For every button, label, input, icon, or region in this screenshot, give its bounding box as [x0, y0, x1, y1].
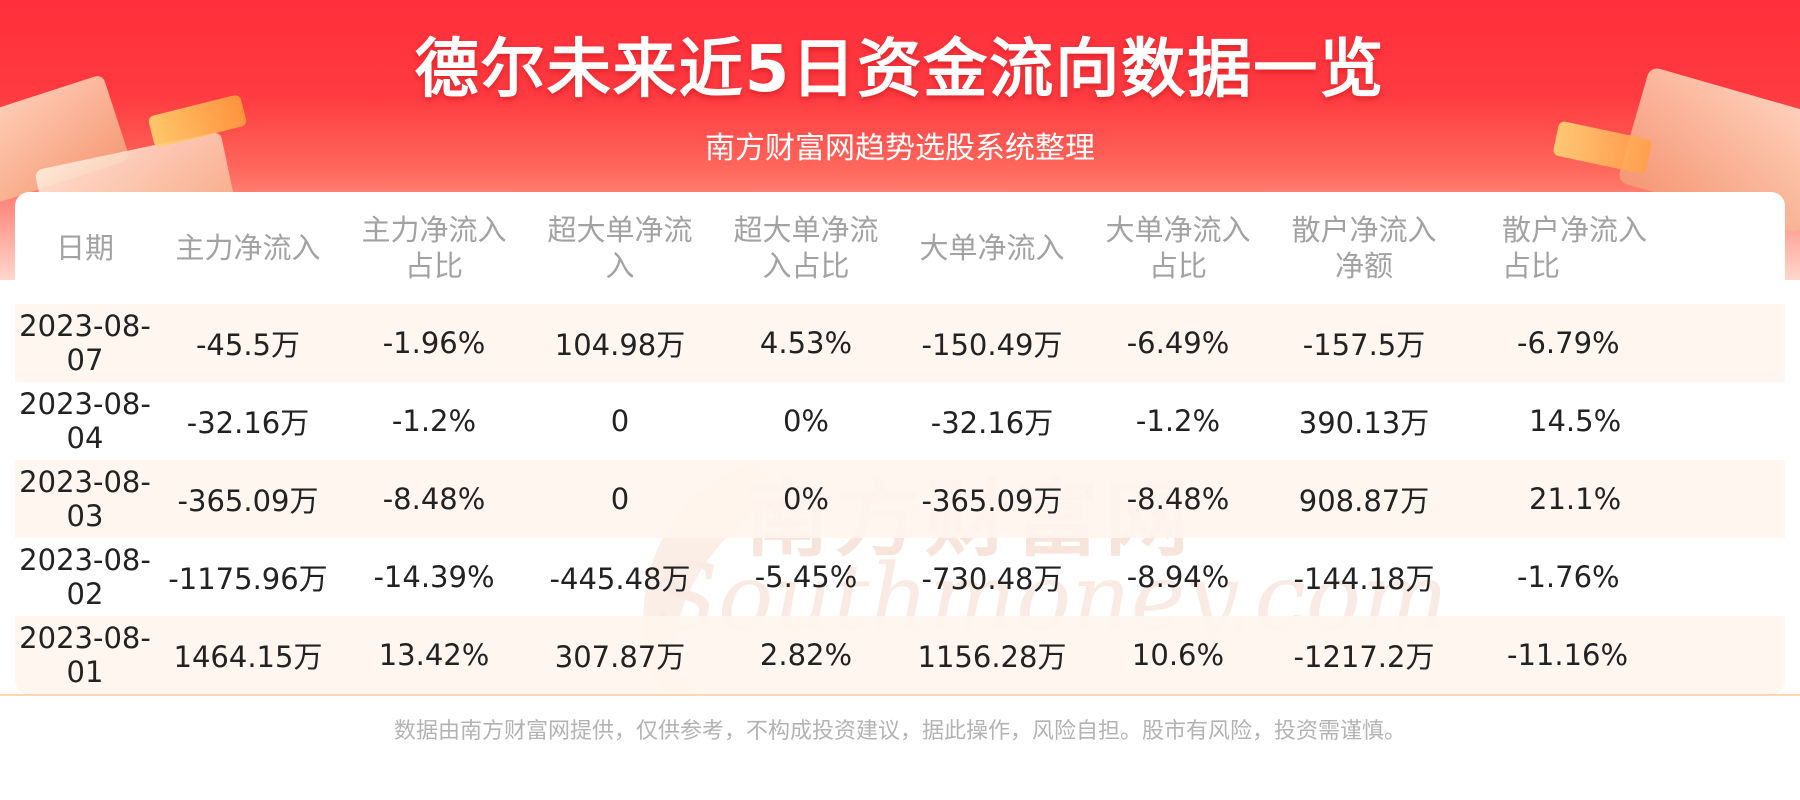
table-cell: 21.1%	[1457, 460, 1785, 538]
table-row: 2023-08-01 1464.15万 13.42% 307.87万 2.82%…	[15, 616, 1785, 694]
column-header: 散户净流入占比	[1502, 213, 1648, 283]
column-header: 超大单净流入	[547, 213, 693, 283]
table-cell: 0%	[782, 404, 829, 438]
table-cell: 390.13万	[1298, 406, 1430, 440]
table-cell: -1175.96万	[168, 562, 328, 596]
table-row: 2023-08-04 -32.16万 -1.2% 0 0% -32.16万 -1…	[15, 382, 1785, 460]
table-row: 2023-08-02 -1175.96万 -14.39% -445.48万 -5…	[15, 538, 1785, 616]
table-cell: -730.48万	[921, 562, 1063, 596]
column-header: 日期	[55, 231, 114, 265]
table-cell: -1.2%	[391, 404, 477, 438]
table-header-row: 日期 主力净流入 主力净流入占比 超大单净流入 超大单净流入占比 大单净流入 大…	[15, 192, 1785, 304]
table-cell: 908.87万	[1271, 460, 1457, 538]
table-cell: -1.96%	[341, 304, 527, 382]
table-cell: -32.16万	[930, 406, 1054, 440]
table-cell: -365.09万	[899, 460, 1085, 538]
table-cell: 1464.15万	[155, 616, 341, 694]
table-cell: -445.48万	[549, 562, 691, 596]
table-cell: 2023-08-01	[15, 616, 155, 694]
column-header: 超大单净流入占比	[733, 213, 879, 283]
table-cell: -8.48%	[341, 460, 527, 538]
table-cell: 10.6%	[1085, 616, 1271, 694]
table-cell: 13.42%	[341, 616, 527, 694]
fund-flow-table: 日期 主力净流入 主力净流入占比 超大单净流入 超大单净流入占比 大单净流入 大…	[15, 192, 1785, 694]
table-cell: -1217.2万	[1271, 616, 1457, 694]
column-header: 主力净流入占比	[361, 213, 507, 283]
table-cell: 307.87万	[527, 616, 713, 694]
table-cell: 2.82%	[713, 616, 899, 694]
table-cell: 2023-08-02	[19, 543, 151, 611]
column-header: 大单净流入	[919, 231, 1065, 265]
table-cell: -144.18万	[1293, 562, 1435, 596]
table-cell: 2023-08-04	[19, 387, 151, 455]
table-row: 2023-08-07 -45.5万 -1.96% 104.98万 4.53% -…	[15, 304, 1785, 382]
table-row: 2023-08-03 -365.09万 -8.48% 0 0% -365.09万…	[15, 460, 1785, 538]
table-cell: -157.5万	[1271, 304, 1457, 382]
table-cell: 0%	[713, 460, 899, 538]
column-header: 主力净流入	[175, 231, 321, 265]
table-cell: -365.09万	[155, 460, 341, 538]
table-cell: -150.49万	[899, 304, 1085, 382]
table-cell: -6.79%	[1457, 304, 1785, 382]
table-cell: -1.76%	[1517, 560, 1620, 594]
table-cell: -32.16万	[186, 406, 310, 440]
table-cell: -6.49%	[1085, 304, 1271, 382]
table-cell: -5.45%	[754, 560, 858, 594]
table-cell: 0	[610, 404, 630, 438]
page-title: 德尔未来近5日资金流向数据一览	[414, 33, 1386, 107]
table-cell: -1.2%	[1135, 404, 1221, 438]
table-cell: 2023-08-07	[15, 304, 155, 382]
data-card: 南方财富网 Southmoney.com 日期 主力净流入 主力净流入占比 超大…	[15, 192, 1785, 694]
table-cell: -45.5万	[155, 304, 341, 382]
column-header: 散户净流入净额	[1291, 213, 1437, 283]
page-subtitle: 南方财富网趋势选股系统整理	[705, 131, 1095, 166]
table-cell: 2023-08-03	[15, 460, 155, 538]
footer-disclaimer: 数据由南方财富网提供，仅供参考，不构成投资建议，据此操作，风险自担。股市有风险，…	[393, 719, 1406, 744]
table-cell: -8.94%	[1126, 560, 1230, 594]
table-cell: 104.98万	[527, 304, 713, 382]
table-cell: -14.39%	[373, 560, 495, 594]
column-header: 大单净流入占比	[1105, 213, 1251, 283]
table-cell: 1156.28万	[899, 616, 1085, 694]
table-cell: 0	[527, 460, 713, 538]
table-cell: -8.48%	[1085, 460, 1271, 538]
table-cell: 14.5%	[1529, 404, 1622, 438]
footer-divider	[0, 694, 1800, 696]
table-cell: -11.16%	[1457, 616, 1785, 694]
table-cell: 4.53%	[713, 304, 899, 382]
